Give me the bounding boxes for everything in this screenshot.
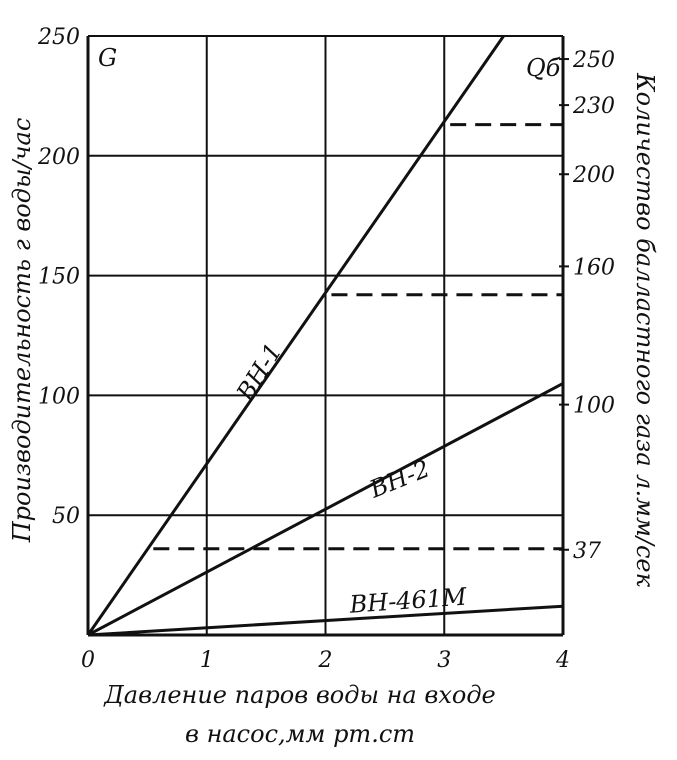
x-tick-label-4: 4 bbox=[555, 648, 570, 673]
series-labels: ВН-1ВН-2ВН-461М bbox=[231, 338, 469, 618]
y-right-tick-label-3: 200 bbox=[572, 163, 615, 188]
x-tick-labels: 0 1 2 3 4 bbox=[81, 648, 570, 673]
y-right-tick-label-4: 230 bbox=[572, 94, 615, 119]
y-left-tick-label-2: 150 bbox=[38, 265, 80, 290]
series-lines bbox=[86, 35, 564, 637]
y-right-axis-symbol: Qб bbox=[526, 54, 561, 82]
series-line-ВН-2 bbox=[87, 382, 564, 637]
y-right-tick-labels: 37 100 160 200 230 250 bbox=[572, 48, 615, 564]
x-tick-label-0: 0 bbox=[81, 648, 95, 673]
x-tick-label-3: 3 bbox=[437, 648, 451, 673]
grid bbox=[88, 36, 563, 635]
series-line-ВН-461М bbox=[87, 604, 564, 637]
plot-frame bbox=[86, 35, 569, 637]
reference-lines bbox=[153, 123, 563, 551]
series-line-ВН-1 bbox=[86, 35, 505, 636]
x-tick-label-1: 1 bbox=[200, 648, 214, 673]
x-tick-label-2: 2 bbox=[318, 648, 333, 673]
y-right-tick-label-0: 37 bbox=[573, 539, 601, 564]
y-left-tick-label-1: 100 bbox=[38, 384, 80, 409]
y-left-axis-label: Производительность г воды/час bbox=[8, 118, 36, 544]
y-right-tick-label-5: 250 bbox=[572, 48, 615, 73]
x-axis-label-line1: Давление паров воды на входе bbox=[103, 681, 495, 709]
y-left-tick-label-3: 200 bbox=[37, 145, 80, 170]
y-left-tick-labels: 50 100 150 200 250 bbox=[37, 25, 80, 529]
y-right-tick-label-2: 160 bbox=[573, 255, 615, 280]
x-axis-label-line2: в насос,мм рт.ст bbox=[185, 720, 415, 748]
series-label-ВН-2: ВН-2 bbox=[365, 454, 434, 504]
y-left-axis-symbol: G bbox=[98, 44, 117, 72]
y-right-axis-label: Количество балластного газа л.мм/сек bbox=[631, 72, 659, 588]
y-left-tick-label-0: 50 bbox=[52, 504, 80, 529]
y-left-tick-label-4: 250 bbox=[37, 25, 80, 50]
y-right-tick-label-1: 100 bbox=[573, 394, 615, 419]
